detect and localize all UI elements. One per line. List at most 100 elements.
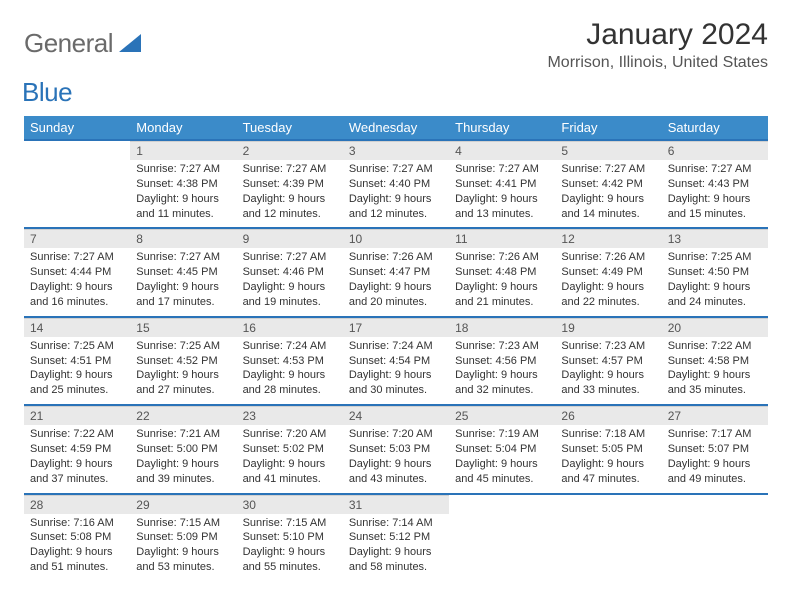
day-number: 21: [24, 406, 130, 425]
day-number: 2: [237, 141, 343, 160]
calendar-day-cell: 29Sunrise: 7:15 AMSunset: 5:09 PMDayligh…: [130, 494, 236, 582]
calendar-week-row: 28Sunrise: 7:16 AMSunset: 5:08 PMDayligh…: [24, 494, 768, 582]
calendar-day-cell: [555, 494, 661, 582]
day-number: 27: [662, 406, 768, 425]
day-details: Sunrise: 7:24 AMSunset: 4:53 PMDaylight:…: [237, 337, 343, 404]
day-details: Sunrise: 7:24 AMSunset: 4:54 PMDaylight:…: [343, 337, 449, 404]
calendar-day-cell: 12Sunrise: 7:26 AMSunset: 4:49 PMDayligh…: [555, 228, 661, 316]
day-details: Sunrise: 7:27 AMSunset: 4:41 PMDaylight:…: [449, 160, 555, 227]
day-number: 28: [24, 495, 130, 514]
brand-logo: General Blue: [24, 18, 141, 108]
day-details: Sunrise: 7:26 AMSunset: 4:48 PMDaylight:…: [449, 248, 555, 315]
month-title: January 2024: [547, 18, 768, 52]
day-number: 17: [343, 318, 449, 337]
day-details: Sunrise: 7:27 AMSunset: 4:42 PMDaylight:…: [555, 160, 661, 227]
calendar-week-row: 14Sunrise: 7:25 AMSunset: 4:51 PMDayligh…: [24, 317, 768, 405]
day-details: Sunrise: 7:21 AMSunset: 5:00 PMDaylight:…: [130, 425, 236, 492]
day-number: 9: [237, 229, 343, 248]
calendar-day-cell: 22Sunrise: 7:21 AMSunset: 5:00 PMDayligh…: [130, 405, 236, 493]
day-number: 19: [555, 318, 661, 337]
day-number: 13: [662, 229, 768, 248]
day-number: 22: [130, 406, 236, 425]
day-details: Sunrise: 7:14 AMSunset: 5:12 PMDaylight:…: [343, 514, 449, 581]
day-details: Sunrise: 7:25 AMSunset: 4:51 PMDaylight:…: [24, 337, 130, 404]
day-details: Sunrise: 7:27 AMSunset: 4:45 PMDaylight:…: [130, 248, 236, 315]
day-details: Sunrise: 7:27 AMSunset: 4:44 PMDaylight:…: [24, 248, 130, 315]
calendar-day-cell: 30Sunrise: 7:15 AMSunset: 5:10 PMDayligh…: [237, 494, 343, 582]
calendar-day-cell: 3Sunrise: 7:27 AMSunset: 4:40 PMDaylight…: [343, 140, 449, 228]
location-text: Morrison, Illinois, United States: [547, 54, 768, 72]
day-number: 30: [237, 495, 343, 514]
day-number: 15: [130, 318, 236, 337]
calendar-day-cell: 21Sunrise: 7:22 AMSunset: 4:59 PMDayligh…: [24, 405, 130, 493]
calendar-day-cell: 6Sunrise: 7:27 AMSunset: 4:43 PMDaylight…: [662, 140, 768, 228]
calendar-day-cell: 9Sunrise: 7:27 AMSunset: 4:46 PMDaylight…: [237, 228, 343, 316]
calendar-day-cell: [662, 494, 768, 582]
day-details: Sunrise: 7:19 AMSunset: 5:04 PMDaylight:…: [449, 425, 555, 492]
day-number: 26: [555, 406, 661, 425]
day-number: 14: [24, 318, 130, 337]
brand-text-general: General: [24, 28, 113, 58]
weekday-header: Friday: [555, 116, 661, 140]
day-details: Sunrise: 7:25 AMSunset: 4:50 PMDaylight:…: [662, 248, 768, 315]
calendar-day-cell: 17Sunrise: 7:24 AMSunset: 4:54 PMDayligh…: [343, 317, 449, 405]
calendar-day-cell: 11Sunrise: 7:26 AMSunset: 4:48 PMDayligh…: [449, 228, 555, 316]
day-number: 1: [130, 141, 236, 160]
day-details: Sunrise: 7:26 AMSunset: 4:47 PMDaylight:…: [343, 248, 449, 315]
day-details: Sunrise: 7:23 AMSunset: 4:57 PMDaylight:…: [555, 337, 661, 404]
day-number: 6: [662, 141, 768, 160]
calendar-day-cell: 28Sunrise: 7:16 AMSunset: 5:08 PMDayligh…: [24, 494, 130, 582]
calendar-day-cell: 4Sunrise: 7:27 AMSunset: 4:41 PMDaylight…: [449, 140, 555, 228]
weekday-header: Tuesday: [237, 116, 343, 140]
calendar-day-cell: [24, 140, 130, 228]
weekday-header: Sunday: [24, 116, 130, 140]
day-details: Sunrise: 7:20 AMSunset: 5:02 PMDaylight:…: [237, 425, 343, 492]
day-details: Sunrise: 7:18 AMSunset: 5:05 PMDaylight:…: [555, 425, 661, 492]
day-details: Sunrise: 7:25 AMSunset: 4:52 PMDaylight:…: [130, 337, 236, 404]
day-number: 23: [237, 406, 343, 425]
calendar-day-cell: 18Sunrise: 7:23 AMSunset: 4:56 PMDayligh…: [449, 317, 555, 405]
day-number: 7: [24, 229, 130, 248]
day-details: Sunrise: 7:27 AMSunset: 4:40 PMDaylight:…: [343, 160, 449, 227]
day-details: Sunrise: 7:23 AMSunset: 4:56 PMDaylight:…: [449, 337, 555, 404]
day-number: 25: [449, 406, 555, 425]
calendar-day-cell: 5Sunrise: 7:27 AMSunset: 4:42 PMDaylight…: [555, 140, 661, 228]
calendar-day-cell: 19Sunrise: 7:23 AMSunset: 4:57 PMDayligh…: [555, 317, 661, 405]
calendar-day-cell: 27Sunrise: 7:17 AMSunset: 5:07 PMDayligh…: [662, 405, 768, 493]
brand-text-blue: Blue: [22, 77, 141, 108]
calendar-day-cell: 7Sunrise: 7:27 AMSunset: 4:44 PMDaylight…: [24, 228, 130, 316]
weekday-header: Wednesday: [343, 116, 449, 140]
day-number: 5: [555, 141, 661, 160]
calendar-day-cell: 26Sunrise: 7:18 AMSunset: 5:05 PMDayligh…: [555, 405, 661, 493]
day-number: 4: [449, 141, 555, 160]
calendar-day-cell: 2Sunrise: 7:27 AMSunset: 4:39 PMDaylight…: [237, 140, 343, 228]
day-details: Sunrise: 7:27 AMSunset: 4:43 PMDaylight:…: [662, 160, 768, 227]
calendar-day-cell: 13Sunrise: 7:25 AMSunset: 4:50 PMDayligh…: [662, 228, 768, 316]
page-header: General Blue January 2024 Morrison, Illi…: [24, 18, 768, 108]
calendar-day-cell: 14Sunrise: 7:25 AMSunset: 4:51 PMDayligh…: [24, 317, 130, 405]
day-number: 18: [449, 318, 555, 337]
day-details: Sunrise: 7:22 AMSunset: 4:59 PMDaylight:…: [24, 425, 130, 492]
day-details: Sunrise: 7:27 AMSunset: 4:39 PMDaylight:…: [237, 160, 343, 227]
calendar-week-row: 7Sunrise: 7:27 AMSunset: 4:44 PMDaylight…: [24, 228, 768, 316]
calendar-day-cell: 1Sunrise: 7:27 AMSunset: 4:38 PMDaylight…: [130, 140, 236, 228]
day-number: 12: [555, 229, 661, 248]
calendar-day-cell: 23Sunrise: 7:20 AMSunset: 5:02 PMDayligh…: [237, 405, 343, 493]
calendar-day-cell: 16Sunrise: 7:24 AMSunset: 4:53 PMDayligh…: [237, 317, 343, 405]
day-details: Sunrise: 7:27 AMSunset: 4:46 PMDaylight:…: [237, 248, 343, 315]
day-details: Sunrise: 7:22 AMSunset: 4:58 PMDaylight:…: [662, 337, 768, 404]
day-number: 31: [343, 495, 449, 514]
day-details: Sunrise: 7:16 AMSunset: 5:08 PMDaylight:…: [24, 514, 130, 581]
calendar-week-row: 1Sunrise: 7:27 AMSunset: 4:38 PMDaylight…: [24, 140, 768, 228]
calendar-day-cell: 24Sunrise: 7:20 AMSunset: 5:03 PMDayligh…: [343, 405, 449, 493]
weekday-header: Thursday: [449, 116, 555, 140]
calendar-day-cell: 10Sunrise: 7:26 AMSunset: 4:47 PMDayligh…: [343, 228, 449, 316]
day-number: 11: [449, 229, 555, 248]
calendar-header-row: SundayMondayTuesdayWednesdayThursdayFrid…: [24, 116, 768, 140]
day-details: Sunrise: 7:27 AMSunset: 4:38 PMDaylight:…: [130, 160, 236, 227]
title-block: January 2024 Morrison, Illinois, United …: [547, 18, 768, 72]
day-details: Sunrise: 7:20 AMSunset: 5:03 PMDaylight:…: [343, 425, 449, 492]
day-number: 20: [662, 318, 768, 337]
day-number: 29: [130, 495, 236, 514]
calendar-day-cell: 15Sunrise: 7:25 AMSunset: 4:52 PMDayligh…: [130, 317, 236, 405]
